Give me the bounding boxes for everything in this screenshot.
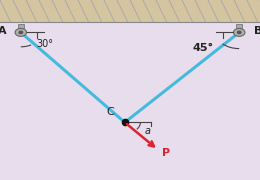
- Text: A: A: [0, 26, 6, 36]
- Text: a: a: [144, 125, 150, 136]
- Bar: [0, 0, 260, 22]
- Text: 45°: 45°: [192, 43, 213, 53]
- Text: C: C: [107, 107, 114, 117]
- Text: 30°: 30°: [36, 39, 53, 49]
- Bar: [236, 24, 243, 28]
- Circle shape: [19, 31, 23, 34]
- Circle shape: [237, 31, 241, 34]
- Circle shape: [233, 28, 245, 36]
- Text: P: P: [162, 148, 170, 158]
- Circle shape: [15, 28, 27, 36]
- Text: B: B: [254, 26, 260, 36]
- Bar: [18, 24, 24, 28]
